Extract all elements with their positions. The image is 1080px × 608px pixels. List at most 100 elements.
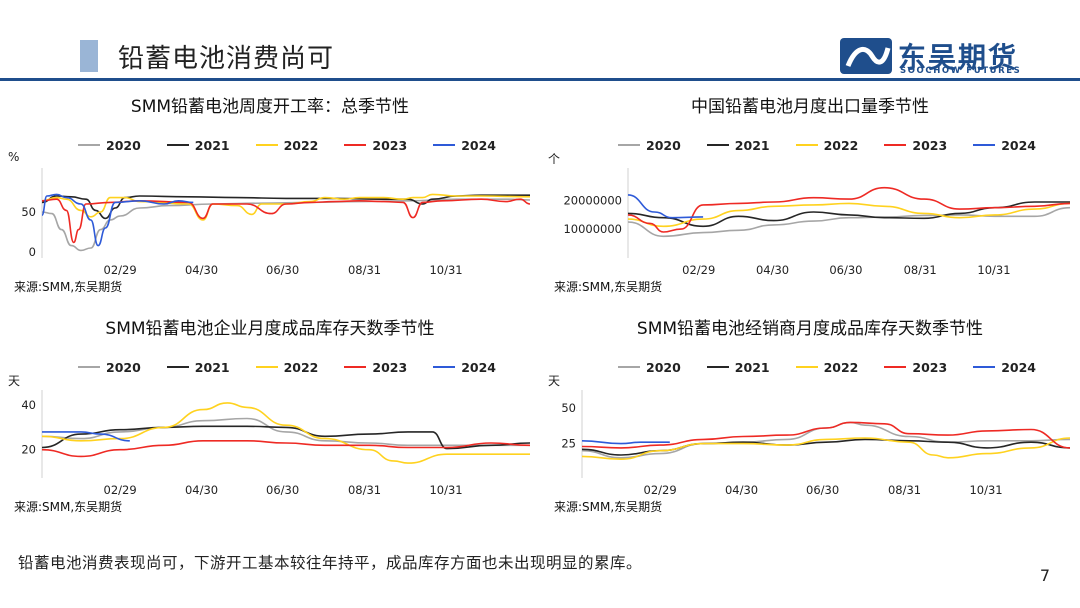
chart-legend: 2020 2021 2022 2023 2024 [618,136,1036,154]
series-line-2024 [42,431,130,442]
chart-legend: 2020 2021 2022 2023 2024 [78,136,496,154]
legend-item-2024: 2024 [973,136,1036,154]
y-tick-label: 25 [561,437,576,451]
chart-title: SMM铅蓄电池企业月度成品库存天数季节性 [105,319,435,339]
x-tick-label: 04/30 [725,483,758,497]
x-tick-label: 02/29 [644,483,677,497]
x-tick-label: 06/30 [806,483,839,497]
legend-item-2021: 2021 [166,136,230,154]
legend-label: 2024 [461,359,496,375]
logo-english-text: SOOCHOW FUTURES [900,66,1022,76]
chart-source: 来源:SMM,东吴期货 [554,280,663,294]
legend-swatch [795,144,818,146]
series-line-2023 [41,440,531,458]
y-tick-label: 20000000 [563,194,622,208]
legend-label: 2024 [461,137,496,153]
x-tick-label: 04/30 [185,263,218,277]
chart-plot-1: 0 50 02/29 04/30 06/30 08/31 10/31 [21,168,531,277]
y-tick-label: 10000000 [563,222,622,236]
legend-swatch [78,144,100,146]
legend-label: 2023 [372,137,408,153]
chart-plot-4: 25 50 02/29 04/30 06/30 08/31 10/31 [561,390,1071,497]
x-tick-label: 10/31 [429,483,462,497]
x-tick-label: 02/29 [104,483,137,497]
legend-item-2022: 2022 [795,358,859,376]
header-divider [0,78,1080,81]
y-tick-label: 50 [21,205,36,219]
chart-panel-1: SMM铅蓄电池周度开工率：总季节性 2020 2021 2022 2023 20… [0,92,540,302]
x-tick-label: 08/31 [348,263,381,277]
legend-swatch [255,144,278,146]
series-line-2020 [627,206,1071,238]
y-tick-label: 40 [21,398,36,412]
x-tick-label: 04/30 [185,483,218,497]
x-tick-label: 10/31 [429,263,462,277]
x-tick-label: 06/30 [266,483,299,497]
legend-item-2023: 2023 [344,136,407,154]
series-line-2022 [41,402,530,464]
legend-label: 2024 [1001,137,1036,153]
x-tick-label: 06/30 [829,263,862,277]
chart-legend: 2020 2021 2022 2023 2024 [618,358,1036,376]
legend-item-2022: 2022 [255,136,319,154]
legend-swatch [78,366,100,368]
x-tick-label: 06/30 [266,263,299,277]
series-line-2022 [41,193,531,221]
x-tick-label: 02/29 [104,263,137,277]
y-axis-unit: 天 [8,374,21,388]
legend-item-2022: 2022 [795,136,858,154]
legend-label: 2022 [283,137,319,153]
legend-swatch [884,144,907,146]
chart-title: SMM铅蓄电池周度开工率：总季节性 [130,97,410,117]
legend-item-2020: 2020 [618,358,681,376]
legend-label: 2023 [912,137,948,153]
legend-label: 2022 [823,359,859,375]
legend-swatch [344,144,367,146]
brand-logo: 东吴期货 SOOCHOW FUTURES [838,36,1058,76]
legend-item-2021: 2021 [706,358,770,376]
legend-item-2022: 2022 [255,358,319,376]
chart-source: 来源:SMM,东吴期货 [554,500,663,514]
legend-swatch [166,366,189,368]
chart-plot-3: 20 40 02/29 04/30 06/30 08/31 10/31 [21,390,531,497]
chart-panel-3: SMM铅蓄电池企业月度成品库存天数季节性 2020 2021 2022 2023… [0,314,540,524]
legend-item-2024: 2024 [433,136,496,154]
summary-text: 铅蓄电池消费表现尚可，下游开工基本较往年持平，成品库存方面也未出现明显的累库。 [18,554,643,572]
legend-swatch [344,366,367,368]
legend-label: 2020 [106,137,141,153]
series-line-2023 [41,198,531,244]
legend-swatch [973,144,996,146]
legend-label: 2020 [106,359,141,375]
legend-item-2023: 2023 [884,136,947,154]
legend-label: 2022 [283,359,319,375]
x-tick-label: 10/31 [969,483,1002,497]
series-line-2024 [581,440,670,445]
soochow-logo-icon [840,38,892,74]
series-line-2022 [627,202,1071,228]
y-tick-label: 0 [29,245,36,259]
chart-source: 来源:SMM,东吴期货 [14,280,123,294]
legend-swatch [433,366,456,368]
legend-swatch [973,366,996,368]
legend-item-2024: 2024 [433,358,496,376]
legend-label: 2023 [372,359,408,375]
legend-item-2020: 2020 [78,136,141,154]
legend-item-2023: 2023 [884,358,947,376]
legend-swatch [618,366,640,368]
chart-plot-2: 10000000 20000000 02/29 04/30 06/30 08/31 10/3… [563,168,1071,277]
page-number: 7 [1039,566,1050,585]
series-line-2023 [581,421,1071,449]
legend-item-2024: 2024 [973,358,1036,376]
chart-legend: 2020 2021 2022 2023 2024 [78,358,496,376]
legend-item-2023: 2023 [344,358,407,376]
y-axis-unit: 个 [548,152,561,166]
legend-label: 2021 [194,359,230,375]
legend-item-2020: 2020 [618,136,681,154]
legend-swatch [166,144,189,146]
series-line-2021 [41,194,530,220]
series-line-2020 [41,198,531,252]
x-tick-label: 10/31 [977,263,1010,277]
header-accent-bar [80,40,98,72]
legend-swatch [884,366,907,368]
page-title: 铅蓄电池消费尚可 [118,44,335,74]
